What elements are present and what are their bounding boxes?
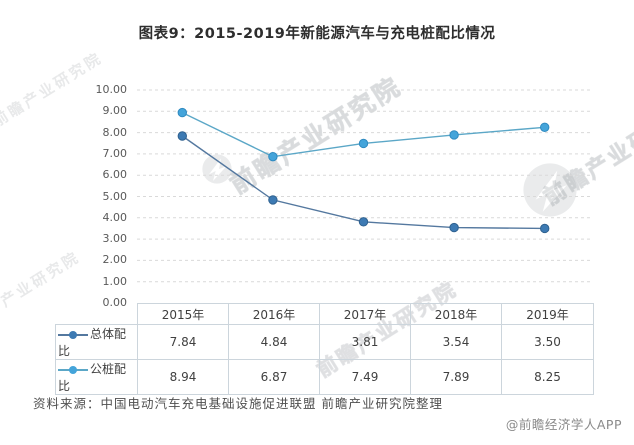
data-point-marker (358, 138, 369, 149)
data-point-marker (449, 130, 459, 140)
legend-key-line-1 (58, 365, 88, 374)
series-line-1 (181, 111, 545, 158)
y-axis-tick-label: 8.00 (102, 125, 128, 139)
legend-key-dot-1 (69, 365, 77, 374)
data-point-marker (358, 217, 369, 227)
y-axis-tick-label: 10.00 (95, 83, 128, 96)
y-axis-tick-label: 3.00 (102, 232, 128, 246)
data-point-marker (268, 195, 278, 205)
table-row-public-pile-ratio: 公桩配比 8.94 6.87 7.49 7.89 8.25 (55, 359, 594, 395)
value-cell: 8.94 (137, 359, 229, 395)
data-point-marker (177, 107, 188, 118)
col-header-2017: 2017年 (319, 303, 411, 325)
watermark-text: 产业研究院 (0, 247, 84, 311)
value-cell: 7.49 (319, 359, 411, 395)
table-row-overall-ratio: 总体配比 7.84 4.84 3.81 3.54 3.50 (55, 324, 594, 360)
series-name-public-pile: 公桩配比 (58, 362, 127, 393)
col-header-2019: 2019年 (501, 303, 594, 325)
credit-line: @前瞻经济学人APP (505, 417, 622, 432)
data-point-marker (540, 223, 550, 234)
y-axis-tick-label: 5.00 (102, 189, 128, 203)
col-header-2018: 2018年 (410, 303, 502, 325)
series-name-overall: 总体配比 (58, 327, 127, 358)
chart-title: 图表9：2015-2019年新能源汽车与充电桩配比情况 (138, 26, 496, 42)
y-axis-tick-label: 7.00 (102, 146, 128, 160)
legend-item-overall: 总体配比 (55, 324, 138, 360)
watermark-text: 前瞻产业研究院 (225, 71, 408, 200)
value-cell: 8.25 (501, 359, 594, 395)
watermark-text: 前瞻产业研究院 (0, 48, 106, 131)
y-axis-tick-label: 4.00 (102, 210, 128, 224)
watermark-logo-icon (202, 154, 232, 184)
data-point-marker (177, 131, 188, 141)
table-corner-blank (56, 304, 138, 325)
data-point-marker (268, 151, 278, 162)
data-point-marker (540, 122, 550, 132)
value-cell: 4.84 (228, 324, 320, 360)
value-cell: 7.89 (410, 359, 502, 395)
value-cell: 7.84 (137, 324, 229, 360)
value-cell: 3.81 (319, 324, 411, 360)
value-cell: 3.50 (501, 324, 594, 360)
y-axis-tick-label: 6.00 (102, 168, 128, 182)
value-cell: 6.87 (228, 359, 320, 395)
series-line-0 (181, 135, 545, 230)
col-header-2016: 2016年 (228, 303, 320, 325)
watermark-text: 前瞻产业研究院 (539, 96, 634, 211)
legend-key-dot-0 (69, 330, 77, 339)
source-note: 资料来源：中国电动汽车充电基础设施促进联盟 前瞻产业研究院整理 (33, 396, 443, 411)
data-table: 2015年 2016年 2017年 2018年 2019年 总体配比 7.84 … (55, 303, 594, 395)
data-point-marker (449, 222, 459, 233)
watermark-logo-icon (523, 163, 577, 217)
y-axis-tick-label: 9.00 (102, 104, 128, 118)
y-axis-tick-label: 1.00 (102, 274, 128, 288)
legend-item-public-pile: 公桩配比 (55, 359, 138, 395)
col-header-2015: 2015年 (137, 303, 229, 325)
value-cell: 3.54 (410, 324, 502, 360)
table-header-row: 2015年 2016年 2017年 2018年 2019年 (56, 303, 594, 325)
y-axis-tick-label: 2.00 (102, 253, 128, 267)
legend-key-line-0 (58, 330, 88, 339)
